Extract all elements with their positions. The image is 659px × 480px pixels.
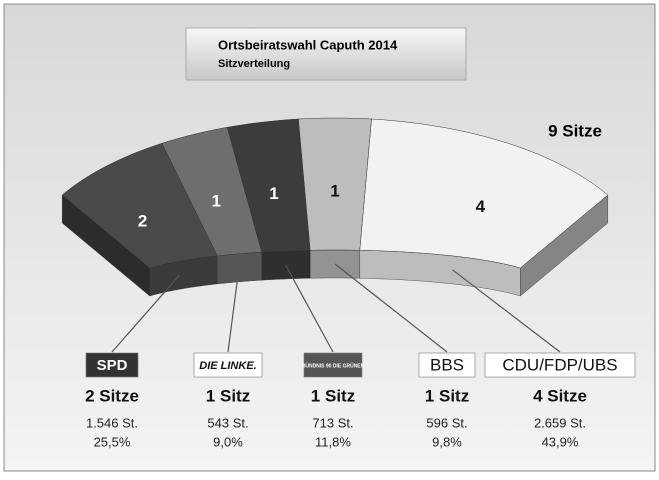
seat-label: 1 Sitz (311, 386, 355, 405)
total-label: 9 Sitze (548, 121, 602, 140)
leader-line (334, 263, 448, 353)
vote-label: 1.546 St. (86, 415, 138, 430)
vote-label: 2.659 St. (534, 415, 586, 430)
party-name: SPD (97, 357, 128, 374)
vote-label: 543 St. (207, 415, 248, 430)
leader-line (111, 274, 180, 353)
vote-label: 713 St. (312, 415, 353, 430)
share-label: 9,0% (213, 434, 243, 449)
leader-line (452, 269, 561, 353)
share-label: 25,5% (94, 434, 131, 449)
party-logo (193, 352, 263, 378)
share-label: 9,8% (432, 434, 462, 449)
seat-number: 1 (269, 184, 278, 203)
title-box (185, 27, 467, 81)
seat-label: 1 Sitz (425, 386, 469, 405)
party-name: BÜNDNIS 90 DIE GRÜNEN (302, 362, 365, 369)
seat-number: 4 (476, 197, 486, 216)
seat-label: 2 Sitze (85, 386, 139, 405)
party-logo (484, 352, 636, 378)
party-logo (85, 352, 139, 378)
arc-side (217, 251, 262, 285)
party-name: BBS (430, 355, 464, 374)
leader-line (227, 267, 240, 353)
leader-line (285, 264, 334, 353)
seat-number: 1 (330, 181, 339, 200)
vote-label: 596 St. (426, 415, 467, 430)
arc-segment (359, 118, 609, 269)
share-label: 11,8% (315, 434, 351, 449)
seat-number: 2 (138, 211, 147, 230)
chart-subtitle: Sitzverteilung (218, 58, 290, 70)
party-name: DIE LINKE. (199, 360, 256, 372)
seat-label: 4 Sitze (533, 386, 587, 405)
party-name: CDU/FDP/UBS (502, 355, 617, 374)
chart-title: Ortsbeiratswahl Caputh 2014 (218, 37, 398, 52)
party-logo (303, 352, 363, 378)
labels: SPD 2 Sitze 1.546 St. 25,5% DIE LINKE. 1 Sitz… (85, 263, 636, 449)
seat-label: 1 Sitz (206, 386, 250, 405)
seat-number: 1 (212, 192, 221, 211)
party-logo (418, 352, 476, 378)
share-label: 43,9% (542, 434, 579, 449)
